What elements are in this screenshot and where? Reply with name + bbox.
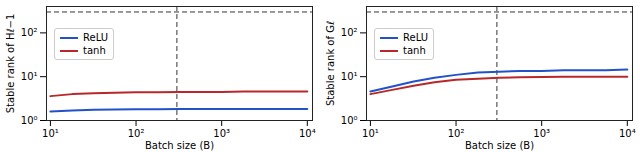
svg-text:10¹: 10¹ [21, 71, 38, 82]
svg-text:10²: 10² [128, 128, 145, 139]
svg-text:10¹: 10¹ [341, 71, 358, 82]
svg-text:10²: 10² [448, 128, 465, 139]
svg-text:10⁴: 10⁴ [619, 128, 636, 139]
svg-text:10³: 10³ [213, 128, 230, 139]
svg-text:10³: 10³ [533, 128, 550, 139]
html-text:ReLU: ReLU [403, 32, 428, 43]
svg-text:Batch size (B): Batch size (B) [465, 140, 534, 151]
svg-text:Batch size (B): Batch size (B) [145, 140, 214, 151]
html-text:tanh: tanh [403, 45, 426, 56]
svg-text:10⁰: 10⁰ [341, 115, 358, 126]
svg-text:10¹: 10¹ [362, 128, 379, 139]
svg-text:10⁴: 10⁴ [299, 128, 316, 139]
svg-text:10²: 10² [341, 27, 358, 38]
svg-text:10⁰: 10⁰ [21, 115, 38, 126]
html-text:ReLU: ReLU [83, 32, 108, 43]
svg-text:Stable rank of Gℓ: Stable rank of Gℓ [325, 21, 336, 106]
svg-text:10²: 10² [21, 27, 38, 38]
html-text:tanh: tanh [83, 45, 106, 56]
svg-text:Stable rank of Hℓ−1: Stable rank of Hℓ−1 [5, 14, 16, 114]
svg-text:10¹: 10¹ [42, 128, 59, 139]
